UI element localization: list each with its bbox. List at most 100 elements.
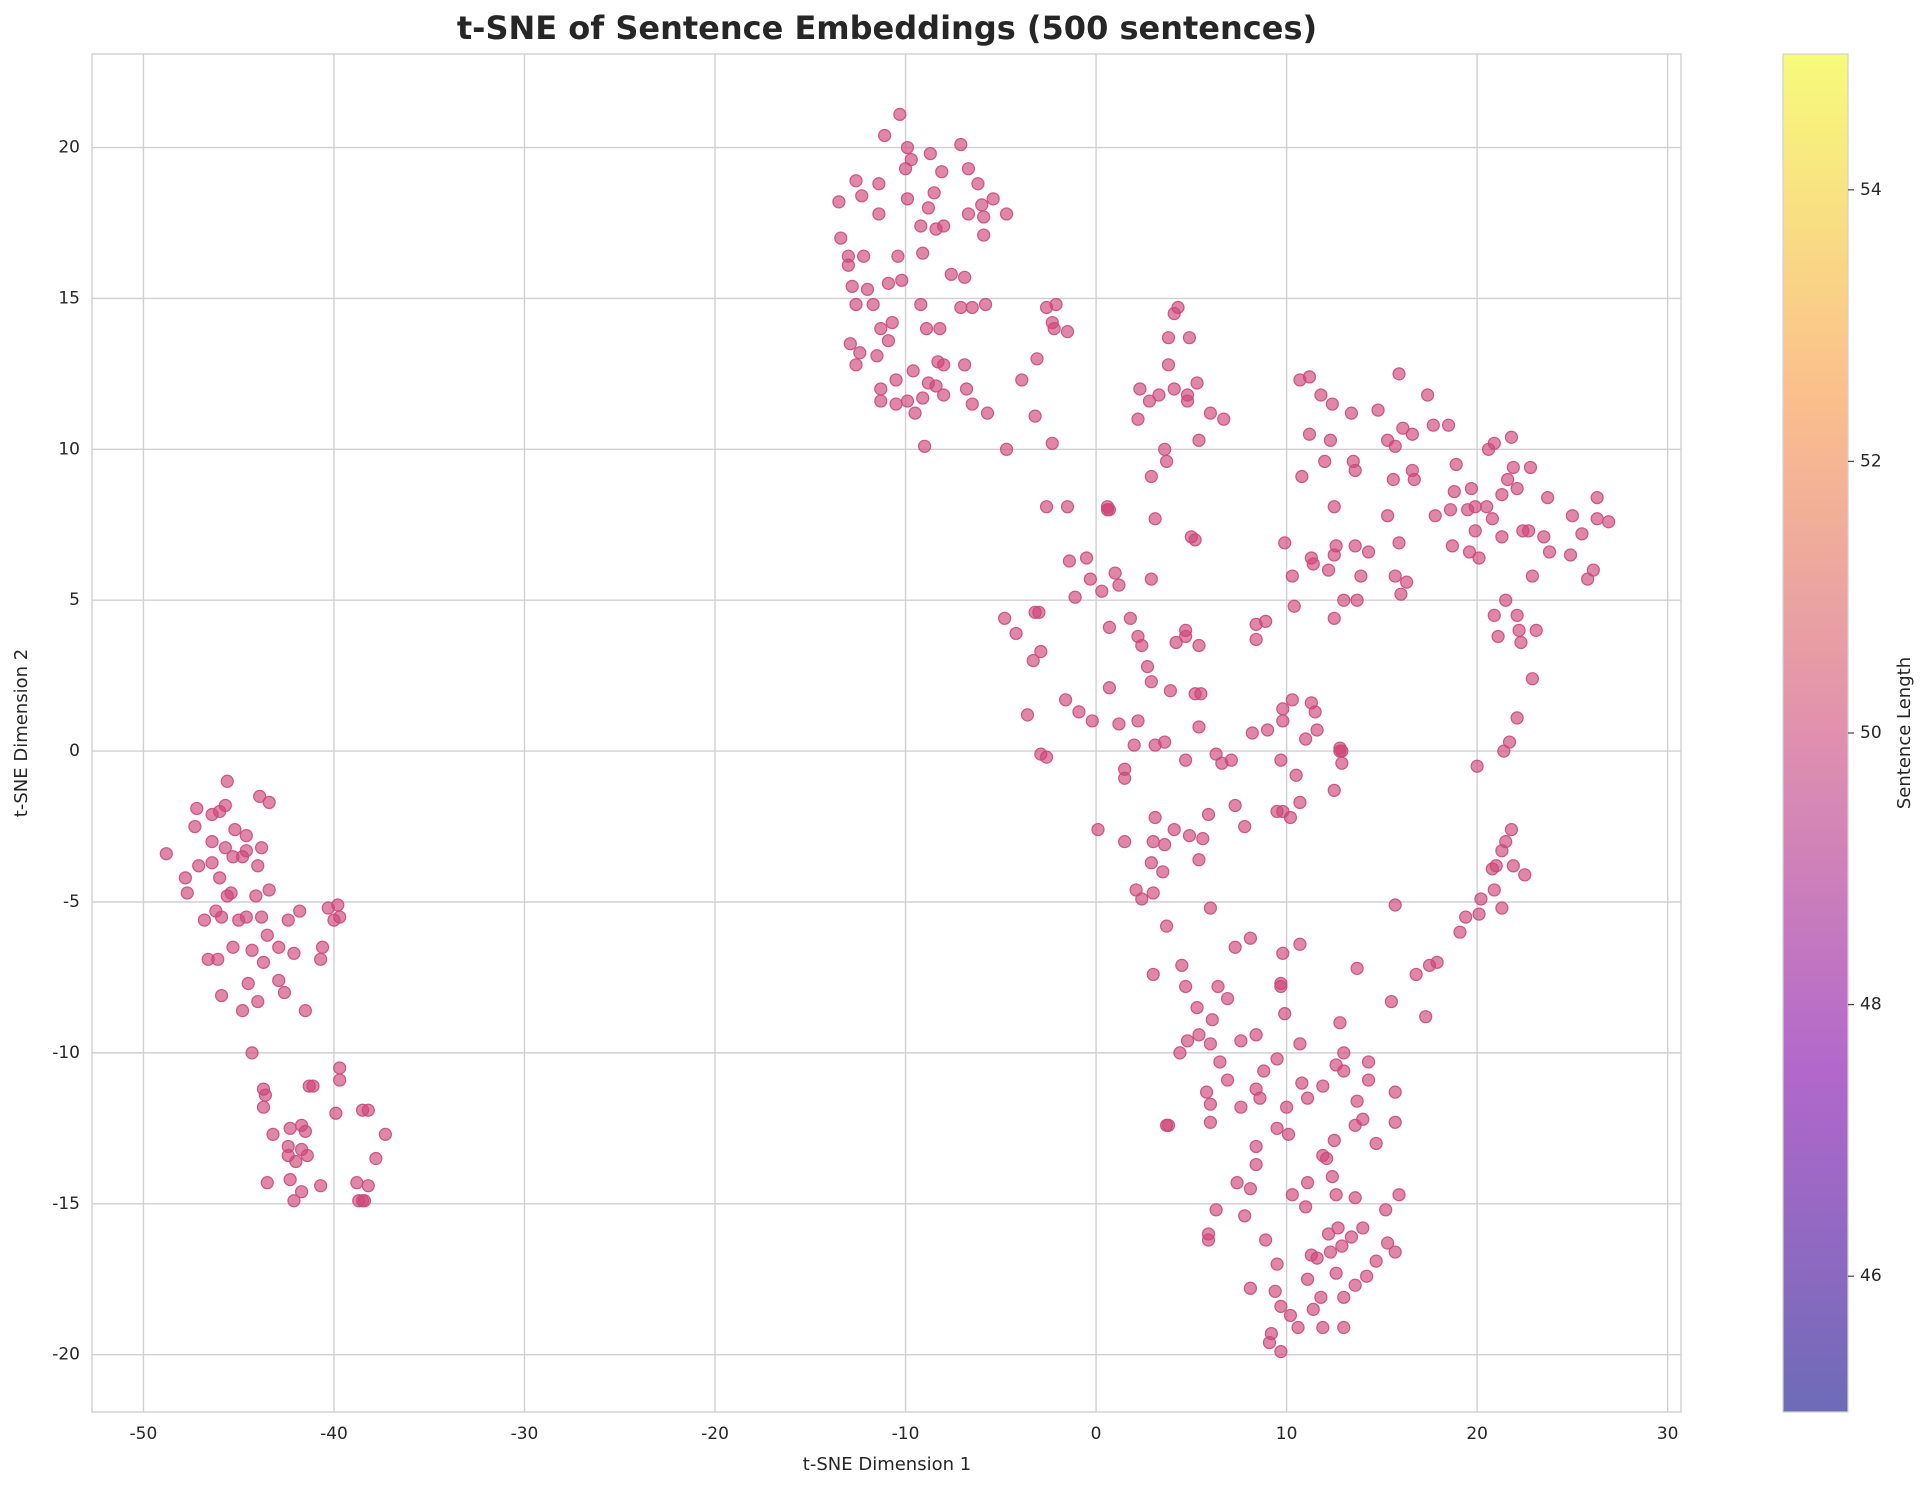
point	[978, 297, 993, 312]
point	[908, 406, 922, 420]
x-tick-label: -50	[130, 1424, 158, 1444]
point	[1344, 1230, 1358, 1244]
point	[1161, 358, 1176, 372]
point	[1289, 768, 1303, 782]
point	[841, 249, 855, 263]
point	[1400, 575, 1414, 589]
point	[1144, 469, 1158, 484]
point	[378, 1127, 393, 1141]
point	[214, 988, 229, 1003]
point	[961, 162, 976, 176]
point	[1337, 1320, 1351, 1335]
point	[1506, 460, 1520, 475]
point	[1541, 491, 1555, 505]
point	[1224, 753, 1238, 767]
point	[1514, 635, 1528, 650]
point	[1201, 1233, 1216, 1247]
point	[226, 940, 240, 954]
point	[281, 913, 295, 927]
point	[1188, 533, 1202, 547]
point	[1388, 1085, 1402, 1099]
point	[1447, 484, 1461, 499]
point	[904, 153, 918, 167]
point	[315, 940, 330, 954]
point	[893, 107, 907, 121]
point	[1510, 711, 1524, 725]
point	[961, 207, 976, 221]
point	[1203, 406, 1217, 420]
point	[260, 1176, 274, 1190]
point	[918, 439, 932, 453]
colorbar-tick-label: 48	[1860, 995, 1882, 1015]
point	[1449, 457, 1463, 472]
point	[1510, 481, 1524, 496]
point	[1196, 832, 1210, 846]
point	[333, 1073, 347, 1087]
point	[1394, 587, 1408, 601]
point	[333, 910, 347, 924]
point	[1523, 460, 1538, 475]
point	[986, 192, 1000, 206]
point	[1575, 527, 1589, 541]
point	[1209, 1203, 1223, 1217]
x-tick-label: -40	[320, 1424, 348, 1444]
point	[1295, 469, 1309, 484]
point	[1112, 717, 1126, 731]
point	[1283, 1308, 1298, 1323]
point	[1323, 1245, 1338, 1259]
point	[937, 219, 951, 233]
point	[1501, 472, 1515, 487]
point	[1495, 901, 1509, 915]
point	[1062, 554, 1077, 568]
point	[1135, 892, 1149, 906]
point	[1135, 638, 1149, 653]
point	[1331, 1221, 1345, 1235]
point	[1396, 421, 1410, 435]
point	[1445, 539, 1459, 553]
point	[1428, 509, 1442, 523]
point	[350, 1176, 364, 1190]
point	[224, 886, 238, 900]
point	[300, 1148, 314, 1163]
point	[1329, 539, 1343, 553]
point	[262, 795, 276, 810]
point	[1335, 1239, 1349, 1253]
point	[921, 201, 936, 215]
point	[1156, 865, 1170, 879]
point	[251, 859, 265, 873]
point	[1159, 454, 1174, 468]
point	[1060, 500, 1075, 514]
point	[1083, 572, 1097, 586]
point	[1192, 638, 1206, 653]
point	[1563, 548, 1578, 562]
point	[849, 297, 863, 312]
point	[1182, 331, 1197, 345]
point	[1201, 807, 1216, 822]
point	[1085, 714, 1099, 728]
point	[241, 976, 255, 991]
point	[965, 300, 979, 315]
point	[1102, 681, 1117, 695]
point	[1180, 1034, 1195, 1048]
point	[1058, 693, 1073, 707]
plot-frame	[91, 53, 1682, 1413]
point	[832, 195, 846, 209]
point	[872, 207, 886, 221]
point	[1504, 822, 1519, 837]
point	[1026, 653, 1040, 668]
point	[1327, 1133, 1341, 1148]
point	[1228, 798, 1242, 813]
point	[971, 177, 985, 191]
point	[1310, 1251, 1324, 1265]
point	[954, 137, 968, 152]
point	[298, 1004, 312, 1018]
point	[1131, 714, 1145, 728]
point	[1361, 1073, 1376, 1087]
point	[283, 1173, 297, 1187]
point	[929, 379, 943, 393]
point	[1030, 352, 1044, 366]
y-axis-label: t-SNE Dimension 2	[11, 649, 32, 817]
point	[1203, 901, 1217, 915]
point	[1283, 810, 1298, 825]
point	[1485, 512, 1499, 526]
